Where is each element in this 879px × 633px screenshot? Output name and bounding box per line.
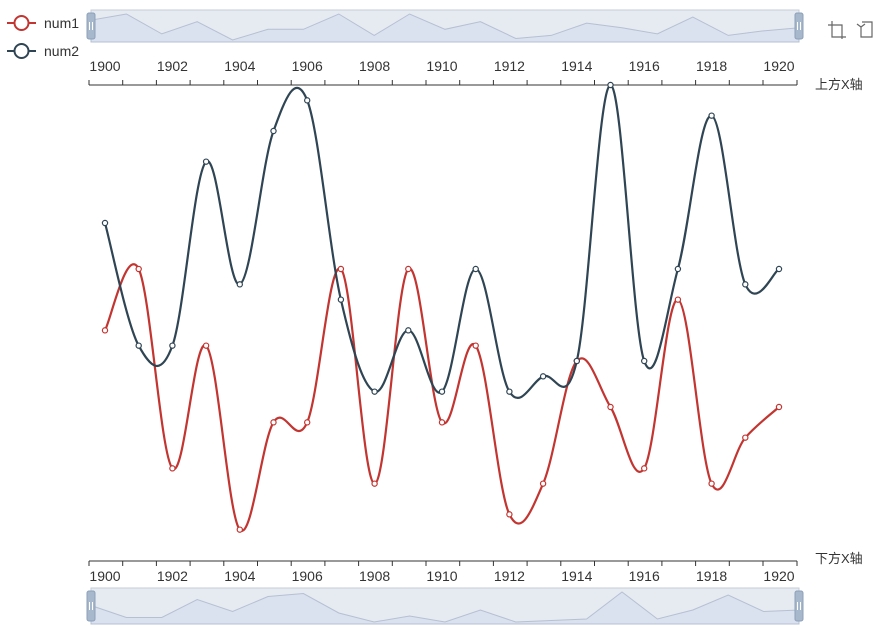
- data-point-num2[interactable]: [708, 112, 715, 119]
- top-axis-tick-label: 1902: [157, 58, 188, 74]
- top-axis-tick-label: 1918: [696, 58, 727, 74]
- series-layer: [101, 81, 783, 533]
- data-point-num1[interactable]: [708, 480, 715, 487]
- bottom-axis-tick-label: 1904: [224, 568, 255, 584]
- data-point-num1[interactable]: [506, 511, 513, 518]
- data-point-num1[interactable]: [742, 434, 749, 441]
- data-point-num1[interactable]: [337, 265, 345, 273]
- series-line-num1[interactable]: [104, 263, 780, 532]
- data-point-num2[interactable]: [405, 327, 412, 334]
- data-point-num2[interactable]: [337, 296, 345, 303]
- data-point-num1[interactable]: [304, 419, 311, 426]
- bottom-axis-tick-label: 1906: [292, 568, 323, 584]
- bottom-datazoom-slider[interactable]: [86, 587, 804, 625]
- data-point-num2[interactable]: [101, 219, 109, 227]
- series-line-num2[interactable]: [103, 83, 780, 400]
- top-axis-tick-label: 1904: [224, 58, 255, 74]
- top-axis-tick-label: 1920: [763, 58, 794, 74]
- data-point-num1[interactable]: [371, 480, 378, 487]
- data-point-num1[interactable]: [169, 465, 176, 472]
- toolbox[interactable]: [828, 21, 873, 39]
- slider-handle-right[interactable]: [794, 12, 804, 40]
- top-axis-tick-label: 1916: [629, 58, 660, 74]
- data-point-num2[interactable]: [304, 97, 311, 104]
- data-point-num1[interactable]: [405, 265, 412, 273]
- bottom-axis-tick-label: 1916: [629, 568, 660, 584]
- legend-label-num1: num1: [44, 15, 79, 31]
- data-point-num2[interactable]: [674, 265, 682, 273]
- data-point-num2[interactable]: [472, 265, 479, 273]
- top-axis-name: 上方X轴: [815, 77, 863, 92]
- data-point-num2[interactable]: [236, 281, 243, 288]
- data-point-num1[interactable]: [135, 265, 142, 273]
- bottom-axis-tick-label: 1900: [89, 568, 120, 584]
- data-point-num2[interactable]: [371, 388, 378, 395]
- data-point-num2[interactable]: [539, 373, 547, 380]
- data-point-num2[interactable]: [135, 342, 142, 349]
- top-datazoom-slider[interactable]: [86, 9, 804, 43]
- legend-item-num1[interactable]: num1: [7, 15, 79, 31]
- legend-label-num2: num2: [44, 43, 79, 59]
- bottom-axis-tick-label: 1914: [561, 568, 592, 584]
- data-point-num2[interactable]: [438, 388, 446, 395]
- data-point-num1[interactable]: [438, 419, 446, 426]
- bottom-axis-tick-label: 1918: [696, 568, 727, 584]
- data-point-num1[interactable]: [674, 296, 682, 303]
- bottom-axis-tick-label: 1912: [494, 568, 525, 584]
- data-point-num1[interactable]: [641, 465, 648, 472]
- data-point-num1[interactable]: [101, 327, 109, 334]
- slider-data-shadow: [90, 13, 800, 43]
- data-point-num2[interactable]: [506, 388, 513, 395]
- top-axis-tick-label: 1908: [359, 58, 390, 74]
- data-zoom-icon[interactable]: [828, 21, 846, 39]
- slider-handle-left[interactable]: [86, 12, 96, 40]
- slider-data-shadow: [90, 591, 800, 625]
- legend[interactable]: num1 num2: [7, 15, 79, 59]
- data-point-num2[interactable]: [775, 265, 783, 273]
- top-axis-tick-label: 1900: [89, 58, 120, 74]
- bottom-axis-tick-label: 1920: [763, 568, 794, 584]
- top-axis-tick-label: 1914: [561, 58, 592, 74]
- bottom-axis-tick-label: 1908: [359, 568, 390, 584]
- data-point-num2[interactable]: [573, 357, 581, 365]
- bottom-axis-tick-label: 1910: [426, 568, 457, 584]
- top-axis-tick-label: 1910: [426, 58, 457, 74]
- slider-handle-right[interactable]: [794, 590, 804, 622]
- bottom-axis-tick-label: 1902: [157, 568, 188, 584]
- top-x-axis: 1900 1902 1904 1906 1908 1910 1912 1914 1916 1918…: [88, 58, 798, 86]
- zoom-reset-icon[interactable]: [856, 21, 873, 38]
- data-point-num1[interactable]: [775, 403, 783, 411]
- data-point-num1[interactable]: [270, 419, 277, 426]
- data-point-num2[interactable]: [270, 127, 277, 135]
- data-point-num1[interactable]: [539, 480, 547, 487]
- bottom-axis-name: 下方X轴: [815, 551, 863, 566]
- bottom-x-axis: 1900 1902 1904 1906 1908 1910 1912 1914 1916 1918…: [88, 560, 798, 584]
- legend-item-num2[interactable]: num2: [7, 43, 79, 59]
- data-point-num2[interactable]: [202, 158, 210, 165]
- data-point-num2[interactable]: [742, 281, 749, 288]
- data-point-num2[interactable]: [607, 81, 614, 89]
- data-point-num1[interactable]: [202, 342, 210, 349]
- data-point-num1[interactable]: [607, 403, 614, 411]
- data-point-num2[interactable]: [641, 357, 648, 365]
- slider-handle-left[interactable]: [86, 590, 96, 622]
- data-point-num2[interactable]: [169, 342, 176, 349]
- top-axis-tick-label: 1912: [494, 58, 525, 74]
- top-axis-tick-label: 1906: [292, 58, 323, 74]
- data-point-num1[interactable]: [236, 526, 243, 533]
- data-point-num1[interactable]: [472, 342, 479, 349]
